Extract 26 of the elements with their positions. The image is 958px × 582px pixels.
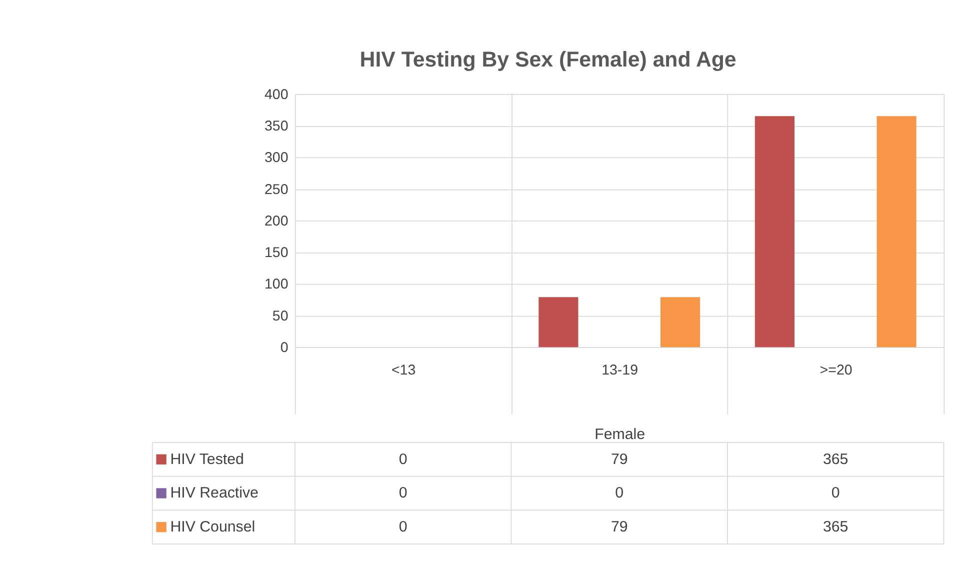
y-tick-label: 400: [264, 86, 288, 103]
x-tick-label: >=20: [820, 362, 852, 378]
y-tick-label: 150: [264, 245, 288, 262]
legend-label: HIV Reactive: [170, 484, 258, 502]
x-tick-label: <13: [391, 362, 416, 378]
data-label: 0: [398, 484, 408, 502]
y-tick-label: 300: [264, 150, 288, 166]
x-tick-label: 13-19: [602, 362, 638, 378]
legend-label: HIV Counsel: [170, 518, 256, 536]
data-label: 0: [398, 450, 408, 468]
y-tick-label: 0: [280, 340, 288, 356]
y-tick-label: 350: [264, 118, 288, 135]
data-label: 365: [822, 450, 848, 468]
y-tick-label: 250: [264, 182, 288, 198]
data-label: 0: [615, 484, 624, 502]
data-label: 0: [398, 518, 408, 536]
chart-title: HIV Testing By Sex (Female) and Age: [360, 47, 736, 72]
y-tick-label: 100: [264, 276, 288, 293]
data-label: 0: [831, 484, 840, 502]
y-tick-label: 50: [272, 308, 288, 324]
y-tick-label: 200: [264, 213, 288, 230]
x-axis-title: Female: [594, 426, 646, 443]
data-label: 365: [822, 518, 848, 536]
legend-label: HIV Tested: [170, 450, 244, 468]
data-label: 79: [610, 518, 628, 536]
data-label: 79: [610, 450, 628, 468]
